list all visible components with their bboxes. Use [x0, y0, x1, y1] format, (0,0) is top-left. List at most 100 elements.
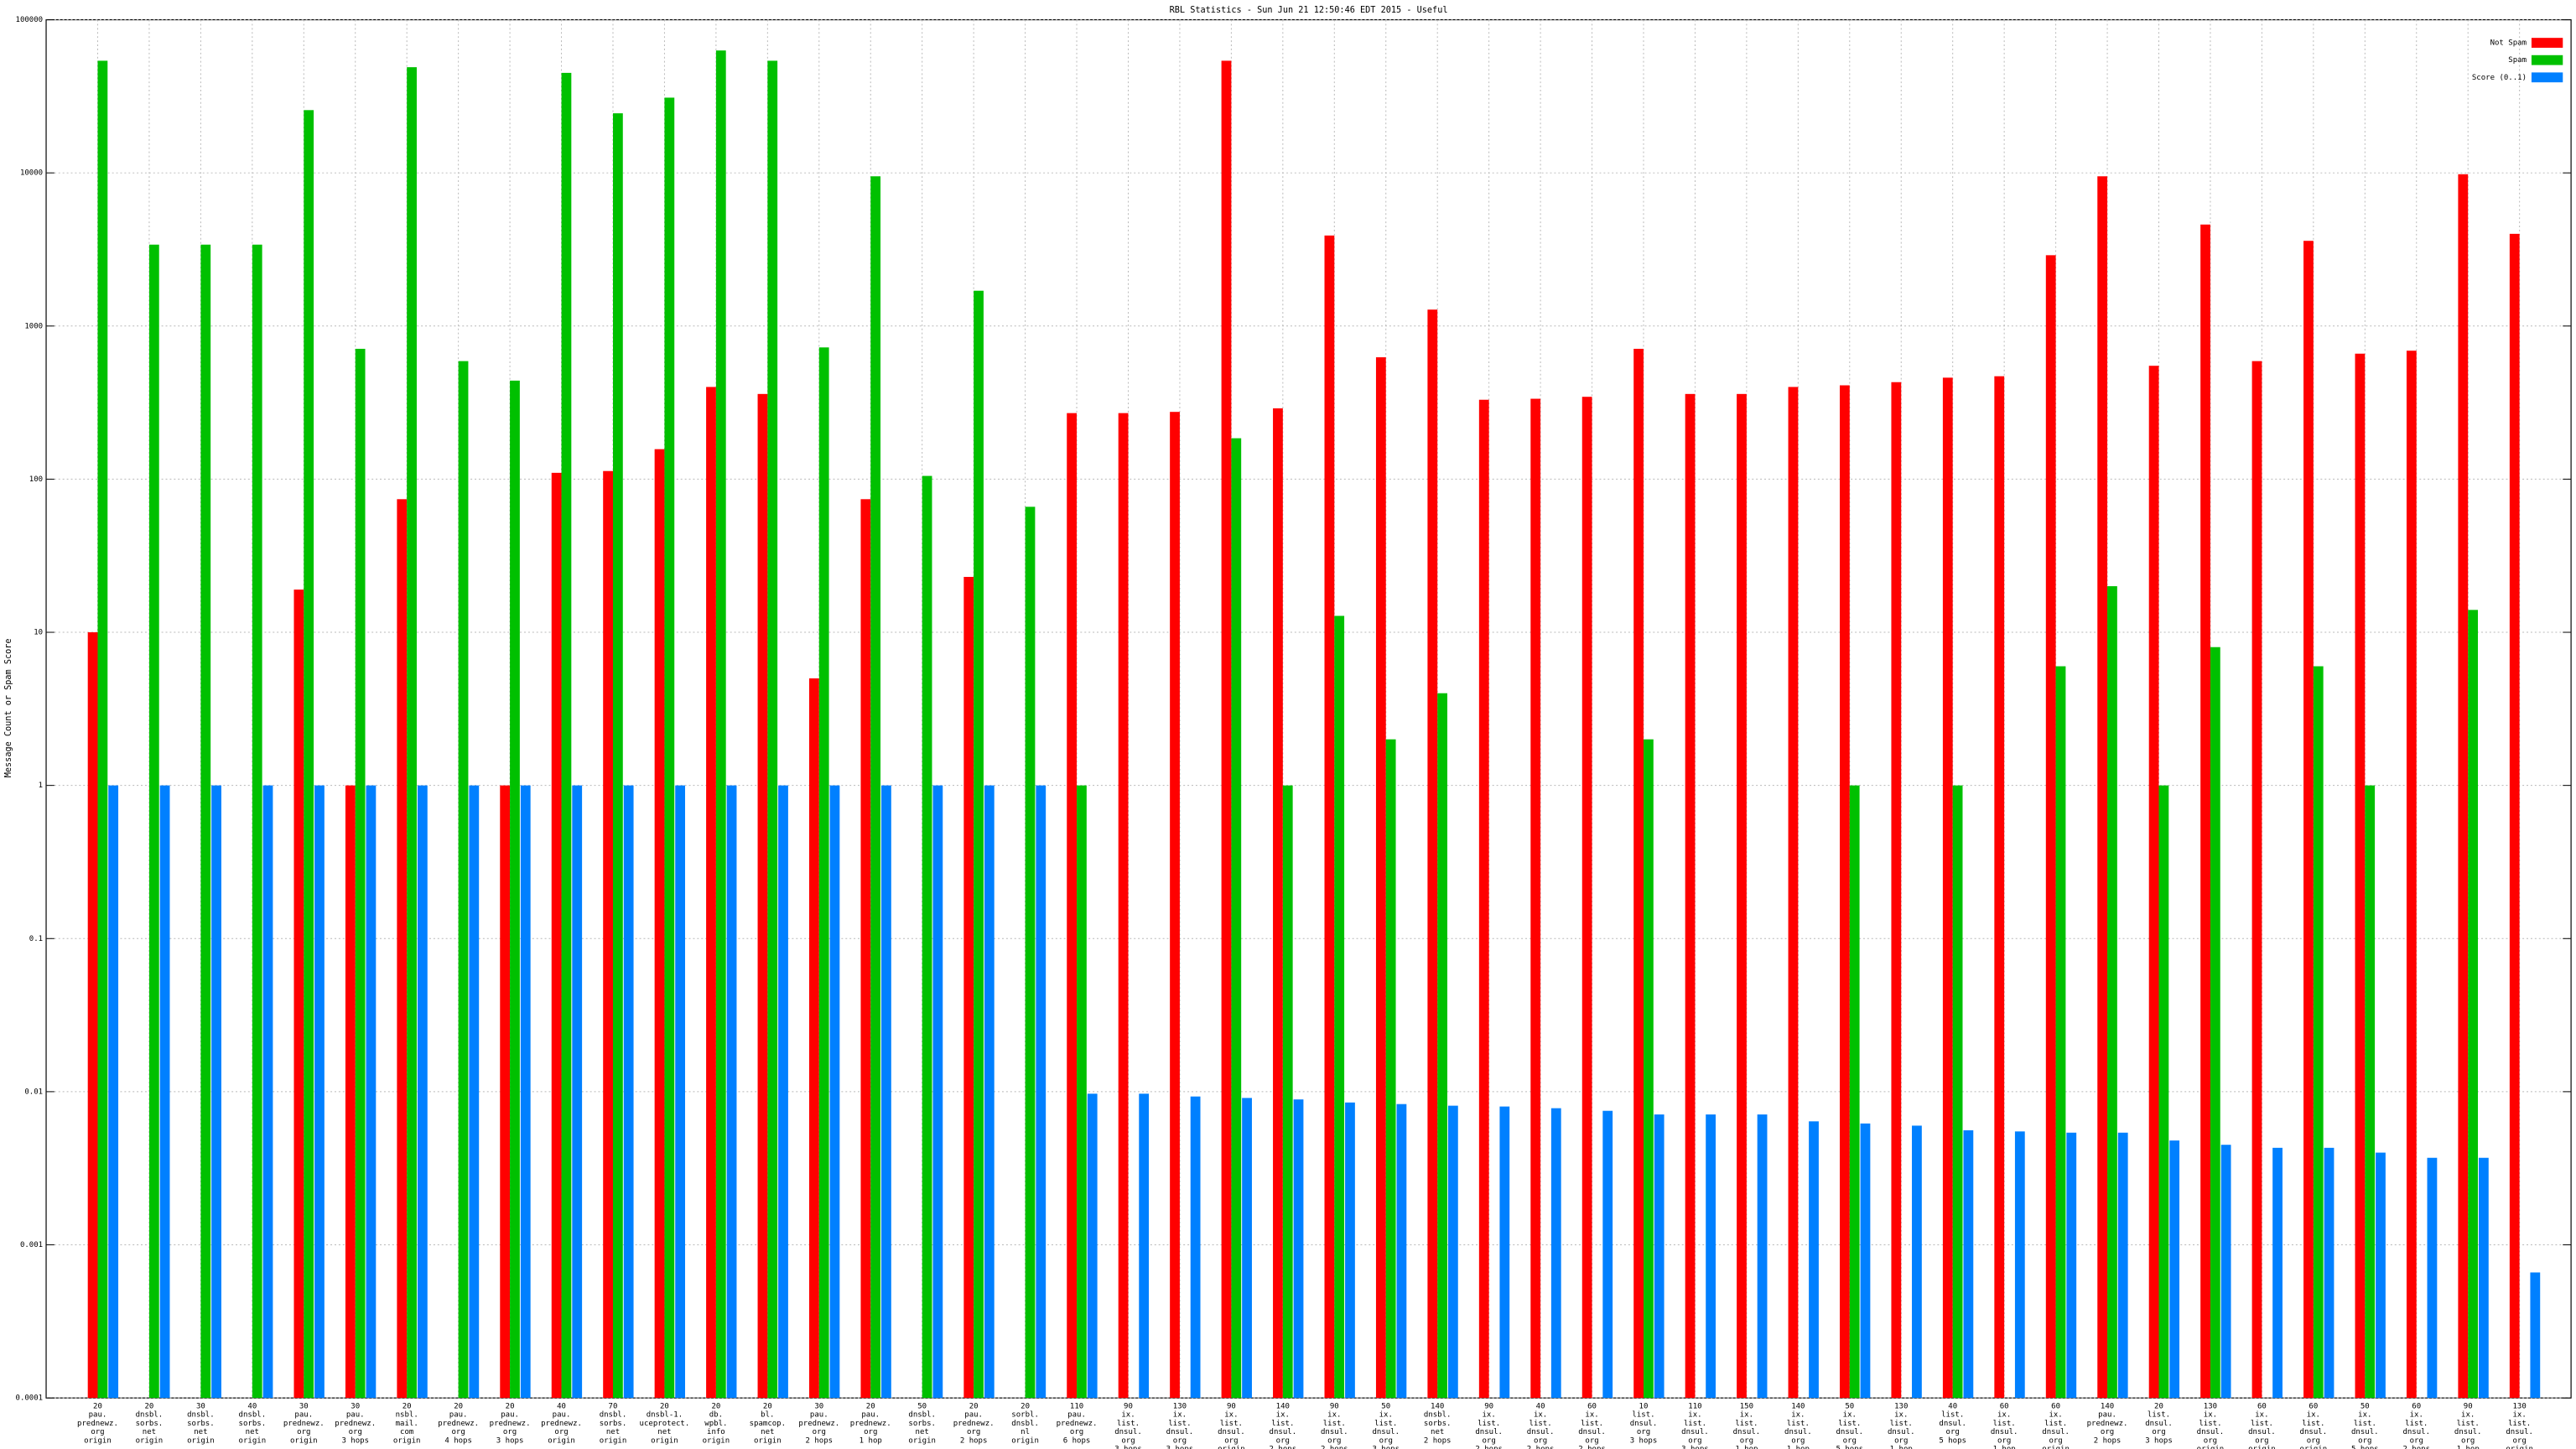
legend-swatch	[2531, 72, 2563, 83]
bar	[2055, 666, 2066, 1399]
x-tick-label: pau.	[1067, 1411, 1086, 1420]
bar	[1324, 235, 1335, 1399]
bar	[2313, 666, 2324, 1399]
x-tick-label: sorbs.	[908, 1420, 936, 1428]
bar	[211, 785, 221, 1399]
x-tick-label: list.	[1117, 1420, 1140, 1428]
x-tick-label: ix.	[2513, 1411, 2527, 1420]
bar	[818, 347, 829, 1399]
x-tick-label: 70	[609, 1402, 618, 1410]
bar	[1891, 382, 1902, 1399]
x-tick-label: list.	[1993, 1420, 2016, 1428]
y-tick-label: 0.01	[24, 1088, 43, 1096]
y-axis-label: Message Count or Spam Score	[4, 638, 13, 777]
x-tick-label: 6 hops	[1063, 1436, 1091, 1445]
x-tick-label: 5 hops	[1836, 1446, 1864, 1449]
bar	[2014, 1131, 2025, 1399]
bar	[881, 785, 891, 1399]
bar	[654, 449, 665, 1399]
bar	[1025, 506, 1036, 1399]
x-tick-label: 30	[196, 1402, 205, 1410]
y-tick-label: 0.1	[29, 935, 43, 943]
bar	[1912, 1125, 1922, 1399]
x-tick-label: 20	[93, 1402, 102, 1410]
x-tick-label: dnsul.	[2145, 1420, 2173, 1428]
x-tick-label: dnsul.	[1681, 1428, 1709, 1436]
bar	[1499, 1106, 1510, 1399]
bar	[1437, 693, 1447, 1399]
x-tick-label: 2 hops	[805, 1436, 833, 1445]
x-tick-label: sorbl.	[1011, 1411, 1039, 1420]
x-tick-label: pau.	[501, 1411, 519, 1420]
bar	[664, 97, 675, 1399]
x-tick-label: 1 hop	[1890, 1446, 1913, 1449]
legend-swatch	[2531, 55, 2563, 65]
bar	[1036, 785, 1046, 1399]
bar	[304, 110, 314, 1399]
x-tick-label: list.	[2044, 1420, 2067, 1428]
x-tick-label: wpbl.	[704, 1420, 727, 1428]
x-tick-label: ix.	[1843, 1411, 1857, 1420]
x-tick-label: dnsul.	[2042, 1428, 2070, 1436]
bar	[2458, 174, 2469, 1399]
bar	[1602, 1110, 1613, 1399]
bar	[2158, 785, 2169, 1399]
x-tick-label: ix.	[1276, 1411, 1290, 1420]
y-tick-label: 0.001	[20, 1241, 43, 1249]
x-tick-label: list.	[1890, 1420, 1913, 1428]
x-tick-label: ix.	[2461, 1411, 2475, 1420]
bar	[417, 785, 428, 1399]
x-tick-label: org	[967, 1428, 980, 1436]
x-tick-label: 90	[1330, 1402, 1339, 1410]
x-tick-label: 3 hops	[496, 1436, 524, 1445]
x-tick-label: 60	[2412, 1402, 2421, 1410]
bar	[2427, 1157, 2438, 1399]
x-tick-label: 20	[866, 1402, 875, 1410]
x-tick-label: dnsbl.	[136, 1411, 164, 1420]
bar	[262, 785, 273, 1399]
x-tick-label: prednewz.	[335, 1420, 376, 1428]
bar	[293, 589, 304, 1399]
bar	[2509, 233, 2520, 1399]
x-tick-label: org	[1740, 1436, 1753, 1445]
bar	[469, 785, 480, 1399]
bar	[1994, 376, 2005, 1399]
x-tick-label: origin	[136, 1436, 164, 1445]
bar	[2200, 224, 2210, 1399]
x-tick-label: list.	[1374, 1420, 1397, 1428]
bar	[2303, 241, 2314, 1399]
bar	[2220, 1145, 2231, 1399]
x-tick-label: origin	[651, 1436, 678, 1445]
x-tick-label: 1 hop	[1993, 1446, 2016, 1449]
x-tick-label: dnsbl.	[1011, 1420, 1039, 1428]
bar	[2107, 586, 2117, 1399]
x-tick-label: net	[143, 1428, 156, 1436]
x-tick-label: 20	[1021, 1402, 1030, 1410]
x-tick-label: ix.	[1688, 1411, 1701, 1420]
x-tick-label: 40	[1536, 1402, 1545, 1410]
bar	[870, 176, 881, 1399]
x-tick-label: 3 hops	[1114, 1446, 1142, 1449]
y-tick-label: 1000	[24, 322, 43, 330]
x-tick-label: origin	[239, 1436, 267, 1445]
x-tick-label: list.	[2251, 1420, 2273, 1428]
x-tick-label: org	[1637, 1428, 1650, 1436]
x-tick-label: 60	[2257, 1402, 2267, 1410]
x-tick-label: origin	[2197, 1446, 2225, 1449]
bar	[757, 393, 768, 1399]
x-tick-label: origin	[1218, 1446, 1245, 1449]
bar	[1478, 399, 1489, 1399]
x-tick-label: 5 hops	[1939, 1436, 1966, 1445]
x-tick-label: list.	[1941, 1411, 1964, 1420]
x-tick-label: list.	[1632, 1411, 1654, 1420]
x-tick-label: org	[1224, 1436, 1238, 1445]
x-tick-label: 110	[1070, 1402, 1083, 1410]
chart-title: RBL Statistics - Sun Jun 21 12:50:46 EDT…	[1170, 6, 1448, 15]
bar	[108, 785, 119, 1399]
x-tick-label: net	[246, 1428, 259, 1436]
bar	[2530, 1272, 2541, 1399]
x-tick-label: 60	[2309, 1402, 2318, 1410]
x-tick-label: list.	[2199, 1420, 2221, 1428]
x-tick-label: org	[2101, 1428, 2114, 1436]
